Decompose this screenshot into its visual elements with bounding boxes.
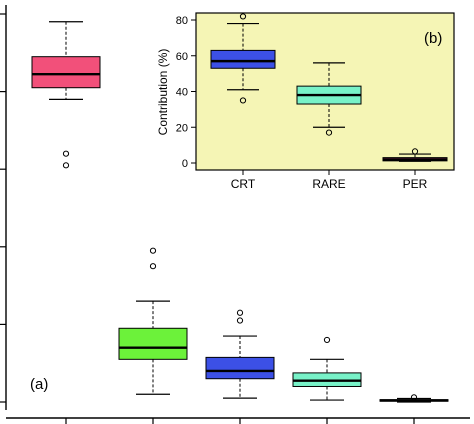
panel-a-y-ticks xyxy=(0,13,6,403)
panel-a-outlier xyxy=(62,162,70,169)
panel-b-outlier xyxy=(239,13,247,20)
panel-b-y-tick-label: 20 xyxy=(176,122,188,134)
panel-b-x-tick-label: PER xyxy=(403,177,428,191)
panel-b-x-ticks: CRT RARE PER xyxy=(231,170,428,191)
panel-a-outlier xyxy=(62,150,70,157)
panel-a-label: (a) xyxy=(30,376,48,393)
panel-a-x-ticks xyxy=(65,418,415,424)
panel-a-iqr-box xyxy=(31,56,101,89)
panel-b-box-2 xyxy=(382,148,448,162)
panel-b-y-tick-label: 80 xyxy=(176,15,188,27)
panel-a-outlier xyxy=(236,309,244,316)
panel-b-y-tick-label: 0 xyxy=(182,158,188,170)
panel-b: 0 20 40 60 80 CRT RARE PER (b) Contribution (%… xyxy=(156,12,455,191)
panel-b-outlier xyxy=(411,148,419,155)
panel-a-outlier xyxy=(323,336,331,344)
panel-a-outlier xyxy=(236,317,244,324)
panel-b-x-tick-label: RARE xyxy=(312,177,345,191)
panel-b-y-tick-label: 60 xyxy=(176,51,188,63)
panel-b-x-tick-label: CRT xyxy=(231,177,256,191)
panel-a-iqr-box xyxy=(118,327,188,360)
panel-b-box-0 xyxy=(210,13,276,104)
panel-a-box-0 xyxy=(31,21,101,169)
panel-b-iqr-box xyxy=(210,49,276,69)
panel-a-box-1 xyxy=(118,247,188,395)
panel-a-outlier xyxy=(149,247,157,254)
panel-a-boxes xyxy=(31,21,449,403)
panel-a: (a) xyxy=(0,5,470,424)
panel-b-box-1 xyxy=(296,62,362,136)
panel-b-outlier xyxy=(325,129,333,136)
panel-b-label: (b) xyxy=(424,30,442,47)
panel-a-box-4 xyxy=(379,394,449,403)
panel-b-y-tick-label: 40 xyxy=(176,87,188,99)
panel-a-outlier xyxy=(149,263,157,270)
panel-a-box-3 xyxy=(292,336,362,401)
panel-a-box-2 xyxy=(205,309,275,399)
panel-b-boxes xyxy=(210,13,448,162)
panel-b-y-ticks: 0 20 40 60 80 xyxy=(176,15,196,170)
panel-a-iqr-box xyxy=(205,356,275,380)
panel-b-outlier xyxy=(239,97,247,104)
panel-a-outlier xyxy=(410,394,418,401)
panel-b-y-axis-label: Contribution (%) xyxy=(156,49,170,136)
